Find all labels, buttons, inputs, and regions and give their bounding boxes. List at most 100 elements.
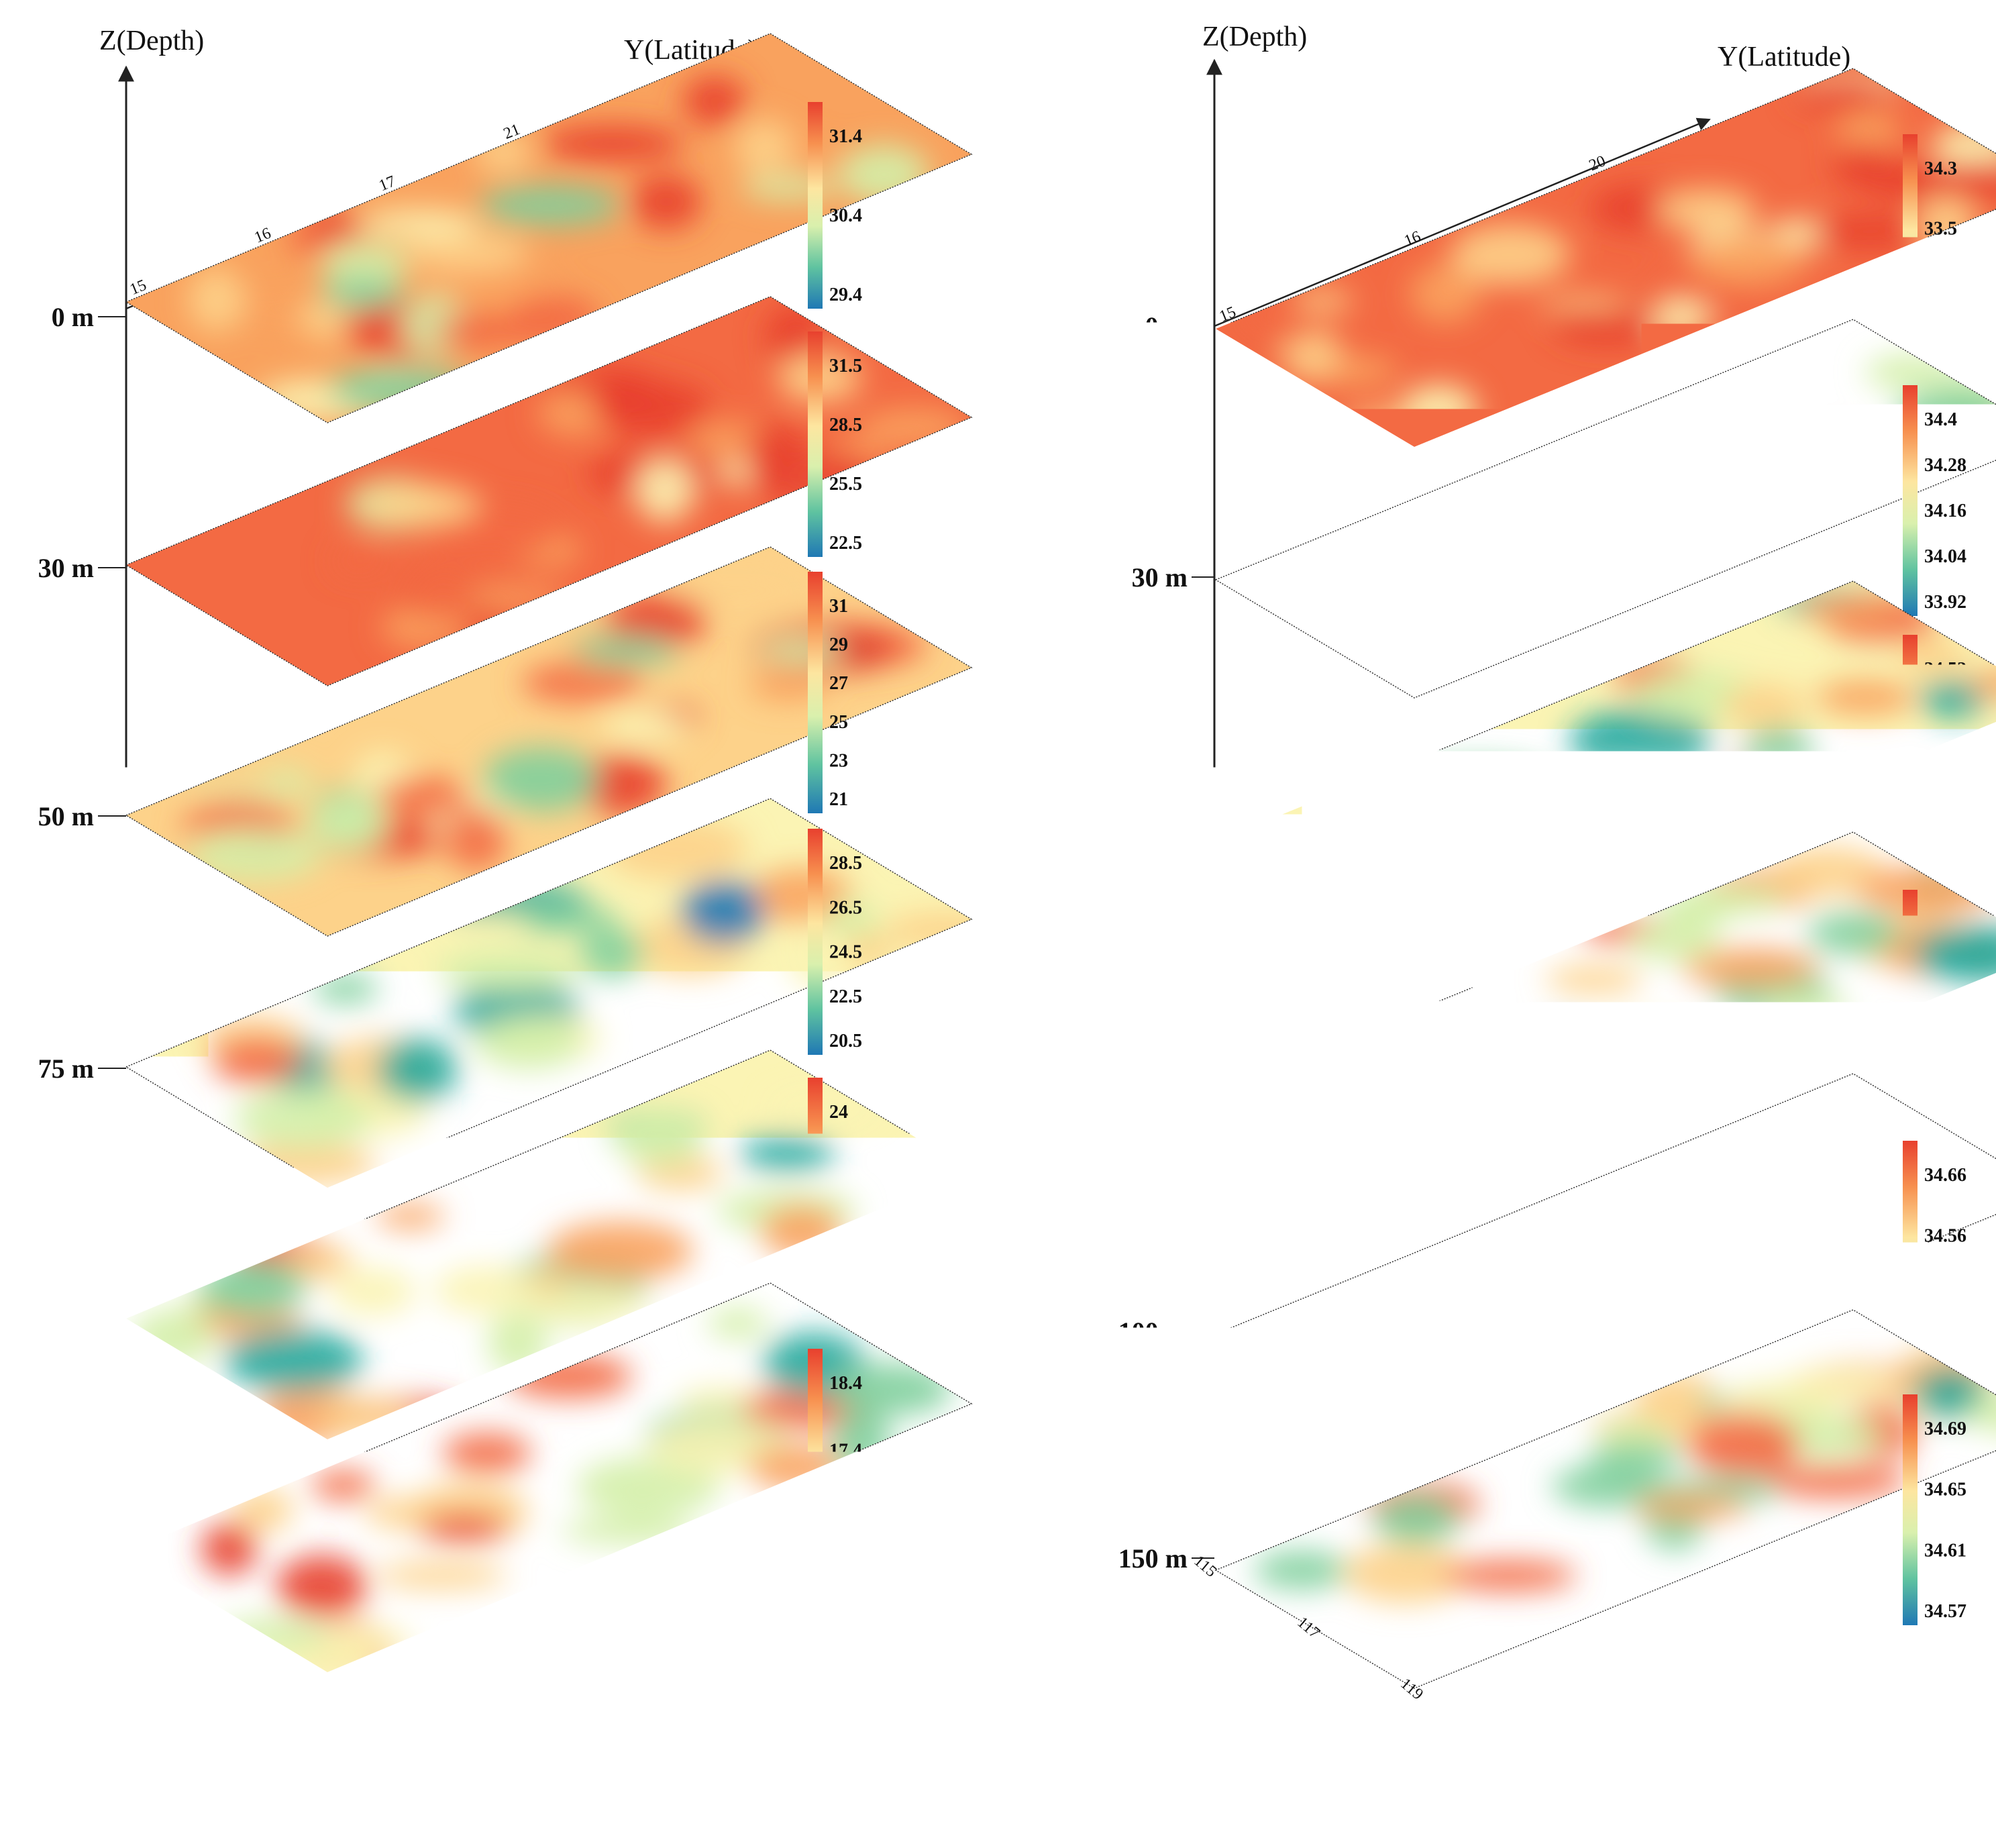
colorbar-tick-label: 21 xyxy=(829,789,848,810)
contour-patch xyxy=(1798,596,1898,623)
contour-patch xyxy=(1657,189,1757,231)
colorbar xyxy=(808,102,823,309)
colorbar-tick-label: 29 xyxy=(829,635,848,656)
contour-patch xyxy=(443,1433,531,1474)
contour-patch xyxy=(311,1470,375,1500)
contour-patch xyxy=(839,144,929,205)
colorbar-tick-label: 33.5 xyxy=(1924,218,1957,239)
z-axis-label: Z(Depth) xyxy=(1202,21,1307,52)
contour-patch xyxy=(1633,1493,1748,1519)
contour-patch xyxy=(1634,1370,1717,1421)
colorbar-tick-label: 34.66 xyxy=(1924,1165,1966,1186)
colorbar-tick-label: 31.4 xyxy=(829,126,862,147)
contour-patch xyxy=(1499,519,1614,581)
colorbar-tick-label: 16.4 xyxy=(829,1508,862,1529)
contour-patch xyxy=(378,777,470,817)
colorbar-tick-label: 20 xyxy=(829,1235,848,1256)
contour-patch xyxy=(132,1308,215,1366)
contour-patch xyxy=(375,1562,507,1589)
contour-patch xyxy=(561,1517,695,1545)
depth-label: 0 m xyxy=(1145,311,1188,342)
colorbar-tick-label: 27 xyxy=(829,673,848,694)
contour-patch xyxy=(667,578,808,604)
contour-patch xyxy=(1249,596,1330,624)
contour-patch xyxy=(745,423,808,485)
colorbar-tick-label: 34.46 xyxy=(1924,975,1966,996)
contour-patch xyxy=(682,75,746,125)
contour-patch xyxy=(1612,542,1686,566)
contour-patch xyxy=(1816,680,1915,715)
contour-patch xyxy=(444,807,507,870)
contour-patch xyxy=(1545,966,1643,993)
colorbar-tick-label: 23 xyxy=(829,750,848,771)
z-axis-label: Z(Depth) xyxy=(99,25,204,56)
contour-patch xyxy=(1746,726,1812,772)
figure: Z(Depth) Y(Latitude) X （ Longitude ） Tem… xyxy=(0,0,1996,1848)
colorbar xyxy=(1903,134,1918,362)
depth-label: 150 m xyxy=(25,1518,94,1548)
colorbar-tick-label: 32.7 xyxy=(1924,278,1957,299)
contour-patch xyxy=(201,1522,258,1575)
contour-patch xyxy=(1402,384,1477,431)
contour-patch xyxy=(1795,79,1893,112)
contour-patch xyxy=(708,1307,768,1339)
colorbar-tick-label: 29.4 xyxy=(829,285,862,305)
contour-patch xyxy=(1639,804,1746,847)
contour-patch xyxy=(1821,1211,1889,1275)
contour-patch xyxy=(199,1259,307,1317)
contour-patch xyxy=(1426,584,1499,627)
y-axis-label: Y(Latitude) xyxy=(1718,42,1850,72)
contour-patch xyxy=(332,547,388,576)
x-axis-label: X xyxy=(556,1751,576,1782)
contour-patch xyxy=(1458,883,1542,938)
contour-patch xyxy=(474,1017,582,1069)
contour-patch xyxy=(770,1092,878,1121)
contour-patch xyxy=(1724,684,1806,729)
contour-patch xyxy=(1708,1036,1824,1074)
contour-patch xyxy=(1856,866,1996,915)
contour-patch xyxy=(366,1498,438,1529)
contour-patch xyxy=(402,232,529,272)
contour-patch xyxy=(1451,224,1571,286)
contour-patch xyxy=(1385,1086,1529,1123)
contour-patch xyxy=(436,950,580,990)
contour-patch xyxy=(188,828,321,880)
colorbar-tick-label: 24 xyxy=(829,1102,848,1123)
colorbar-tick-label: 34.42 xyxy=(1924,697,1966,717)
contour-patch xyxy=(1391,1236,1485,1271)
contour-patch xyxy=(488,1311,549,1374)
colorbar-tick-label: 34.61 xyxy=(1924,1540,1966,1561)
contour-patch xyxy=(1442,622,1551,686)
x-axis-label-sub: （ Longitude ） xyxy=(565,1788,751,1818)
contour-patch xyxy=(1461,1130,1535,1166)
depth-label: 30 m xyxy=(38,553,94,583)
contour-patch xyxy=(1688,1413,1800,1477)
contour-patch xyxy=(635,458,694,523)
contour-patch xyxy=(1526,767,1645,797)
contour-patch xyxy=(1730,1270,1834,1302)
temperature-panel: Z(Depth) Y(Latitude) X （ Longitude ） Tem… xyxy=(25,25,1004,1818)
colorbar-tick-label: 20.5 xyxy=(829,1031,862,1051)
contour-patch xyxy=(313,974,378,1004)
contour-patch xyxy=(407,561,474,620)
contour-patch xyxy=(364,484,479,524)
colorbar-tick-label: 31 xyxy=(829,596,848,617)
colorbar-tick-label: 18 xyxy=(829,1302,848,1323)
colorbar xyxy=(1903,1394,1918,1625)
colorbar-tick-label: 34.58 xyxy=(1924,914,1966,935)
contour-patch xyxy=(479,185,621,225)
colorbar xyxy=(1903,385,1918,616)
colorbar-tick-label: 34.46 xyxy=(1924,1286,1966,1307)
colorbar-tick-label: 34.32 xyxy=(1924,733,1966,754)
colorbar-tick-label: 34.22 xyxy=(1924,771,1966,792)
colorbar-tick-label: 28.5 xyxy=(829,415,862,435)
colorbar-tick-label: 34.22 xyxy=(1924,1096,1966,1117)
contour-patch xyxy=(604,817,748,880)
contour-patch xyxy=(681,880,764,943)
colorbar-tick-label: 34.56 xyxy=(1924,1226,1966,1247)
contour-patch xyxy=(329,368,474,411)
colorbar-tick-label: 34.69 xyxy=(1924,1419,1966,1439)
colorbar-tick-label: 34.52 xyxy=(1924,659,1966,680)
contour-patch xyxy=(1589,454,1655,501)
x-axis-label: X xyxy=(1633,1721,1653,1751)
